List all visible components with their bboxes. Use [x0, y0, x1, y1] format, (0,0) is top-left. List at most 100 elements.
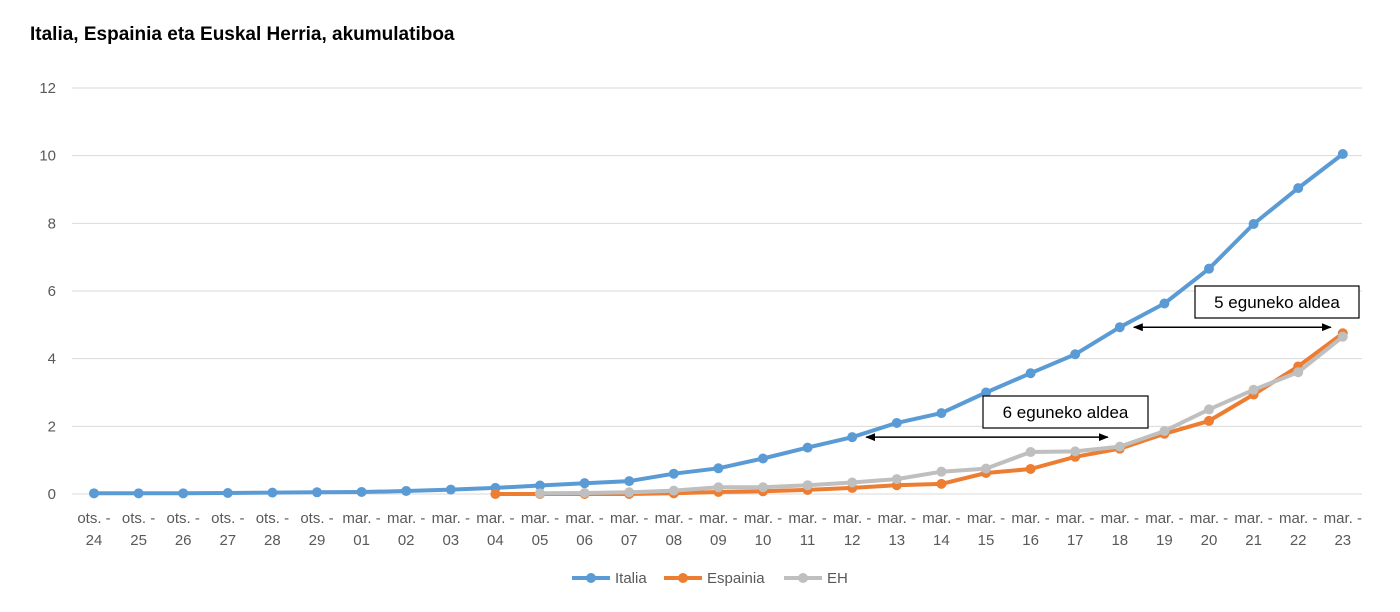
- data-point-italia: [936, 408, 947, 419]
- x-tick-label: mar. -: [387, 510, 425, 527]
- x-tick-label: mar. -: [967, 510, 1005, 527]
- x-tick-label: 11: [800, 532, 816, 549]
- data-point-eh: [891, 474, 902, 485]
- axes: 02 4 6 8 10 12 ots. - 24 ots. - 25 ots. - 26 ots. - 2…: [39, 80, 1362, 549]
- legend-label: Italia: [615, 570, 647, 587]
- x-tick-label: ots. -: [256, 510, 289, 527]
- annotation-label: 6 eguneko aldea: [1003, 403, 1129, 422]
- x-tick-label: mar. -: [788, 510, 826, 527]
- x-tick-label: mar. -: [1279, 510, 1317, 527]
- series-line-espainia: [493, 331, 1345, 496]
- x-tick-label: 28: [264, 532, 281, 549]
- data-point-italia: [401, 485, 412, 496]
- y-tick-label: 12: [39, 80, 56, 97]
- y-tick-label: 6: [48, 283, 56, 300]
- x-tick-label: 19: [1156, 532, 1173, 549]
- data-point-italia: [1293, 183, 1304, 194]
- y-tick-label: 8: [48, 215, 56, 232]
- x-tick-label: 23: [1334, 532, 1351, 549]
- x-tick-label: 06: [576, 532, 593, 549]
- data-point-italia: [1114, 322, 1125, 333]
- data-point-italia: [579, 478, 590, 489]
- x-tick-label: mar. -: [521, 510, 559, 527]
- data-point-italia: [847, 432, 858, 443]
- data-point-espainia: [490, 489, 501, 499]
- data-point-eh: [668, 485, 679, 496]
- data-point-eh: [1204, 404, 1214, 415]
- data-point-italia: [624, 476, 635, 487]
- data-point-italia: [1248, 219, 1259, 230]
- data-point-eh: [1070, 446, 1081, 457]
- x-tick-label: 13: [888, 532, 905, 549]
- data-point-eh: [535, 488, 545, 499]
- annotation-label: 5 eguneko aldea: [1214, 293, 1340, 312]
- data-point-eh: [579, 487, 590, 498]
- legend-marker: [586, 573, 596, 583]
- series-layer: [89, 148, 1348, 499]
- legend-label: EH: [827, 570, 848, 587]
- x-tick-label: 21: [1245, 532, 1262, 549]
- chart-title: Italia, Espainia eta Euskal Herria, akum…: [30, 24, 455, 45]
- data-point-italia: [1025, 368, 1036, 379]
- data-point-italia: [178, 488, 189, 499]
- x-tick-label: 20: [1201, 532, 1218, 549]
- x-tick-label: 29: [309, 532, 326, 549]
- data-point-italia: [981, 387, 991, 398]
- x-tick-label: 26: [175, 532, 192, 549]
- data-point-eh: [1114, 441, 1125, 452]
- data-point-italia: [713, 463, 724, 474]
- x-tick-label: 27: [219, 532, 236, 549]
- x-tick-label: mar. -: [342, 510, 380, 527]
- data-point-eh: [847, 477, 858, 488]
- x-tick-label: mar. -: [1056, 510, 1094, 527]
- x-tick-label: mar. -: [922, 510, 960, 527]
- data-point-italia: [1204, 263, 1214, 274]
- x-tick-label: ots. -: [300, 510, 333, 527]
- data-point-eh: [1025, 447, 1036, 458]
- x-tick-label: mar. -: [878, 510, 916, 527]
- x-tick-label: 24: [86, 532, 103, 549]
- data-point-italia: [312, 487, 322, 498]
- data-point-eh: [936, 466, 947, 477]
- data-point-italia: [1337, 148, 1348, 159]
- data-point-italia: [1070, 349, 1081, 360]
- series-line-italia: [92, 152, 1345, 496]
- x-tick-label: 03: [442, 532, 459, 549]
- x-tick-label: 17: [1067, 532, 1084, 549]
- x-tick-label: 12: [844, 532, 861, 549]
- data-point-eh: [1159, 426, 1170, 437]
- y-tick-label: 10: [39, 148, 56, 165]
- x-tick-label: ots. -: [167, 510, 200, 527]
- x-tick-label: mar. -: [1011, 510, 1049, 527]
- x-tick-label: mar. -: [565, 510, 603, 527]
- x-tick-label: mar. -: [1101, 510, 1139, 527]
- data-point-italia: [133, 488, 144, 499]
- data-point-italia: [89, 488, 99, 499]
- x-tick-label: 25: [130, 532, 147, 549]
- x-tick-label: ots. -: [122, 510, 155, 527]
- x-tick-label: 09: [710, 532, 727, 549]
- x-tick-label: 01: [353, 532, 370, 549]
- data-point-eh: [758, 482, 768, 493]
- data-point-italia: [267, 487, 278, 498]
- data-point-eh: [713, 482, 724, 493]
- x-tick-label: mar. -: [655, 510, 693, 527]
- legend-marker: [798, 573, 808, 583]
- data-point-italia: [1159, 298, 1170, 309]
- data-point-eh: [1337, 331, 1348, 342]
- data-point-eh: [981, 463, 991, 474]
- y-tick-label: 4: [48, 351, 56, 368]
- x-tick-label: ots. -: [211, 510, 244, 527]
- data-point-italia: [222, 487, 233, 498]
- x-tick-label: mar. -: [610, 510, 648, 527]
- data-point-italia: [445, 484, 456, 495]
- x-tick-label: 02: [398, 532, 415, 549]
- data-point-espainia: [1204, 415, 1214, 426]
- x-tick-label: mar. -: [833, 510, 871, 527]
- x-tick-label: 22: [1290, 532, 1307, 549]
- legend-label: Espainia: [707, 570, 765, 587]
- x-tick-label: 16: [1022, 532, 1039, 549]
- data-point-italia: [356, 486, 367, 497]
- x-tick-label: mar. -: [1190, 510, 1228, 527]
